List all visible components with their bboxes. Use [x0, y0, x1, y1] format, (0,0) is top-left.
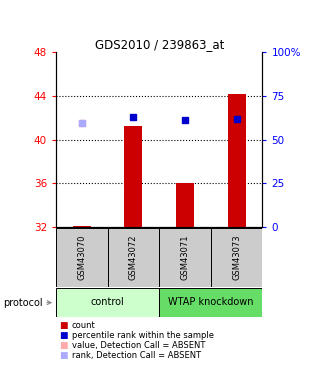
Bar	[56, 228, 108, 287]
Bar	[159, 228, 211, 287]
Text: GSM43070: GSM43070	[77, 234, 86, 280]
Text: WTAP knockdown: WTAP knockdown	[168, 297, 253, 307]
Text: ■: ■	[59, 331, 68, 340]
Bar	[228, 94, 246, 227]
Text: protocol: protocol	[3, 298, 43, 307]
Text: value, Detection Call = ABSENT: value, Detection Call = ABSENT	[72, 341, 205, 350]
Bar	[124, 126, 142, 227]
Text: GSM43073: GSM43073	[232, 234, 241, 280]
Bar	[176, 183, 194, 227]
Bar	[73, 226, 91, 227]
Text: GSM43072: GSM43072	[129, 234, 138, 280]
Text: control: control	[91, 297, 124, 307]
Text: GSM43071: GSM43071	[180, 234, 189, 280]
Text: ■: ■	[59, 351, 68, 360]
Text: count: count	[72, 321, 96, 330]
Bar	[159, 288, 262, 317]
Text: ■: ■	[59, 321, 68, 330]
Bar	[108, 228, 159, 287]
Title: GDS2010 / 239863_at: GDS2010 / 239863_at	[94, 38, 224, 51]
Text: percentile rank within the sample: percentile rank within the sample	[72, 331, 214, 340]
Bar	[56, 288, 159, 317]
Text: rank, Detection Call = ABSENT: rank, Detection Call = ABSENT	[72, 351, 201, 360]
Text: ■: ■	[59, 341, 68, 350]
Bar	[211, 228, 262, 287]
